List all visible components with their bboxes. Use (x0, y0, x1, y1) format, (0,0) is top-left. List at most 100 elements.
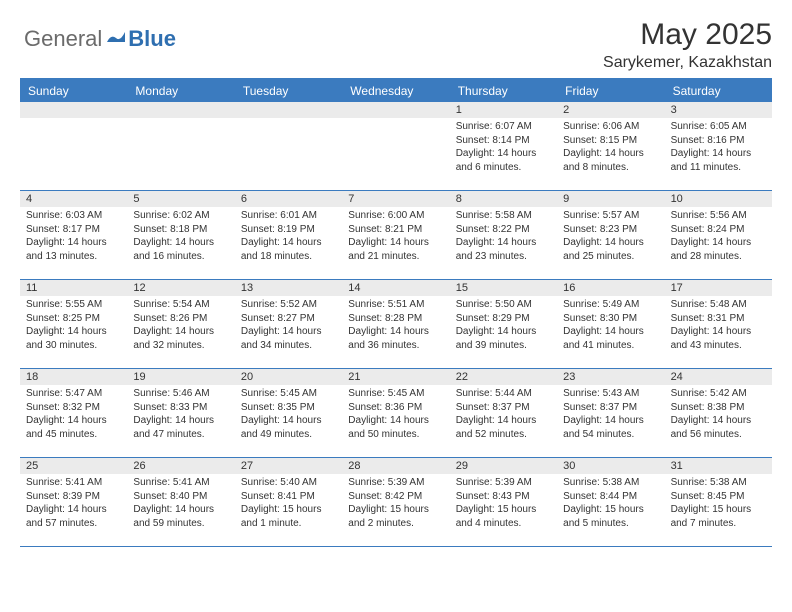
sunrise-text: Sunrise: 5:38 AM (563, 476, 658, 490)
sunrise-text: Sunrise: 5:41 AM (133, 476, 228, 490)
day-number: 7 (342, 191, 449, 207)
day-body: Sunrise: 5:41 AMSunset: 8:39 PMDaylight:… (20, 474, 127, 534)
daylight-text: Daylight: 14 hours and 49 minutes. (241, 414, 336, 441)
sunrise-text: Sunrise: 5:38 AM (671, 476, 766, 490)
sunset-text: Sunset: 8:15 PM (563, 134, 658, 148)
day-body: Sunrise: 5:51 AMSunset: 8:28 PMDaylight:… (342, 296, 449, 356)
week-row: 25Sunrise: 5:41 AMSunset: 8:39 PMDayligh… (20, 458, 772, 547)
day-number: 13 (235, 280, 342, 296)
day-cell: 12Sunrise: 5:54 AMSunset: 8:26 PMDayligh… (127, 280, 234, 368)
weekday-cell: Wednesday (342, 80, 449, 102)
day-number: 12 (127, 280, 234, 296)
day-body: Sunrise: 6:00 AMSunset: 8:21 PMDaylight:… (342, 207, 449, 267)
sunrise-text: Sunrise: 5:41 AM (26, 476, 121, 490)
day-cell: 20Sunrise: 5:45 AMSunset: 8:35 PMDayligh… (235, 369, 342, 457)
month-title: May 2025 (603, 18, 772, 52)
logo-text-b: Blue (128, 26, 176, 52)
sunset-text: Sunset: 8:16 PM (671, 134, 766, 148)
sunset-text: Sunset: 8:45 PM (671, 490, 766, 504)
day-body: Sunrise: 5:46 AMSunset: 8:33 PMDaylight:… (127, 385, 234, 445)
sunrise-text: Sunrise: 5:58 AM (456, 209, 551, 223)
sunrise-text: Sunrise: 6:00 AM (348, 209, 443, 223)
day-cell: 23Sunrise: 5:43 AMSunset: 8:37 PMDayligh… (557, 369, 664, 457)
day-number: 2 (557, 102, 664, 118)
weeks-container: 1Sunrise: 6:07 AMSunset: 8:14 PMDaylight… (20, 102, 772, 547)
sunrise-text: Sunrise: 5:45 AM (348, 387, 443, 401)
day-cell: 15Sunrise: 5:50 AMSunset: 8:29 PMDayligh… (450, 280, 557, 368)
sunrise-text: Sunrise: 5:54 AM (133, 298, 228, 312)
day-cell: 13Sunrise: 5:52 AMSunset: 8:27 PMDayligh… (235, 280, 342, 368)
day-body: Sunrise: 5:49 AMSunset: 8:30 PMDaylight:… (557, 296, 664, 356)
sunset-text: Sunset: 8:38 PM (671, 401, 766, 415)
day-body: Sunrise: 5:41 AMSunset: 8:40 PMDaylight:… (127, 474, 234, 534)
day-number: 18 (20, 369, 127, 385)
day-number: 26 (127, 458, 234, 474)
daylight-text: Daylight: 14 hours and 34 minutes. (241, 325, 336, 352)
sunset-text: Sunset: 8:44 PM (563, 490, 658, 504)
sunset-text: Sunset: 8:40 PM (133, 490, 228, 504)
day-number: 9 (557, 191, 664, 207)
day-body: Sunrise: 5:43 AMSunset: 8:37 PMDaylight:… (557, 385, 664, 445)
day-cell: 10Sunrise: 5:56 AMSunset: 8:24 PMDayligh… (665, 191, 772, 279)
day-number: 25 (20, 458, 127, 474)
sunrise-text: Sunrise: 5:45 AM (241, 387, 336, 401)
day-body: Sunrise: 5:47 AMSunset: 8:32 PMDaylight:… (20, 385, 127, 445)
sunset-text: Sunset: 8:32 PM (26, 401, 121, 415)
day-cell: 30Sunrise: 5:38 AMSunset: 8:44 PMDayligh… (557, 458, 664, 546)
week-row: 4Sunrise: 6:03 AMSunset: 8:17 PMDaylight… (20, 191, 772, 280)
day-number: 11 (20, 280, 127, 296)
weekday-cell: Saturday (665, 80, 772, 102)
day-number: 27 (235, 458, 342, 474)
day-number (127, 102, 234, 118)
day-body: Sunrise: 5:56 AMSunset: 8:24 PMDaylight:… (665, 207, 772, 267)
sunset-text: Sunset: 8:37 PM (456, 401, 551, 415)
sunrise-text: Sunrise: 5:42 AM (671, 387, 766, 401)
day-body: Sunrise: 6:03 AMSunset: 8:17 PMDaylight:… (20, 207, 127, 267)
daylight-text: Daylight: 14 hours and 50 minutes. (348, 414, 443, 441)
day-cell: 25Sunrise: 5:41 AMSunset: 8:39 PMDayligh… (20, 458, 127, 546)
day-body: Sunrise: 5:38 AMSunset: 8:45 PMDaylight:… (665, 474, 772, 534)
day-cell: 19Sunrise: 5:46 AMSunset: 8:33 PMDayligh… (127, 369, 234, 457)
day-body: Sunrise: 5:57 AMSunset: 8:23 PMDaylight:… (557, 207, 664, 267)
sunset-text: Sunset: 8:21 PM (348, 223, 443, 237)
sunrise-text: Sunrise: 6:07 AM (456, 120, 551, 134)
daylight-text: Daylight: 14 hours and 52 minutes. (456, 414, 551, 441)
day-body: Sunrise: 6:07 AMSunset: 8:14 PMDaylight:… (450, 118, 557, 178)
day-cell: 24Sunrise: 5:42 AMSunset: 8:38 PMDayligh… (665, 369, 772, 457)
day-body: Sunrise: 5:54 AMSunset: 8:26 PMDaylight:… (127, 296, 234, 356)
sunset-text: Sunset: 8:22 PM (456, 223, 551, 237)
sunset-text: Sunset: 8:31 PM (671, 312, 766, 326)
sunrise-text: Sunrise: 6:02 AM (133, 209, 228, 223)
sunset-text: Sunset: 8:23 PM (563, 223, 658, 237)
sunset-text: Sunset: 8:43 PM (456, 490, 551, 504)
day-cell (342, 102, 449, 190)
daylight-text: Daylight: 14 hours and 45 minutes. (26, 414, 121, 441)
day-body: Sunrise: 5:40 AMSunset: 8:41 PMDaylight:… (235, 474, 342, 534)
sunrise-text: Sunrise: 5:51 AM (348, 298, 443, 312)
day-number: 24 (665, 369, 772, 385)
sunrise-text: Sunrise: 5:46 AM (133, 387, 228, 401)
sunset-text: Sunset: 8:27 PM (241, 312, 336, 326)
weekday-row: SundayMondayTuesdayWednesdayThursdayFrid… (20, 80, 772, 102)
week-row: 11Sunrise: 5:55 AMSunset: 8:25 PMDayligh… (20, 280, 772, 369)
day-cell: 16Sunrise: 5:49 AMSunset: 8:30 PMDayligh… (557, 280, 664, 368)
day-number: 10 (665, 191, 772, 207)
calendar: SundayMondayTuesdayWednesdayThursdayFrid… (20, 78, 772, 547)
day-body: Sunrise: 5:39 AMSunset: 8:43 PMDaylight:… (450, 474, 557, 534)
sunrise-text: Sunrise: 5:55 AM (26, 298, 121, 312)
sunrise-text: Sunrise: 5:44 AM (456, 387, 551, 401)
day-cell: 3Sunrise: 6:05 AMSunset: 8:16 PMDaylight… (665, 102, 772, 190)
sunset-text: Sunset: 8:37 PM (563, 401, 658, 415)
daylight-text: Daylight: 15 hours and 7 minutes. (671, 503, 766, 530)
day-cell: 4Sunrise: 6:03 AMSunset: 8:17 PMDaylight… (20, 191, 127, 279)
day-body: Sunrise: 5:48 AMSunset: 8:31 PMDaylight:… (665, 296, 772, 356)
day-number (342, 102, 449, 118)
sunrise-text: Sunrise: 6:03 AM (26, 209, 121, 223)
sunrise-text: Sunrise: 5:49 AM (563, 298, 658, 312)
daylight-text: Daylight: 14 hours and 57 minutes. (26, 503, 121, 530)
daylight-text: Daylight: 14 hours and 23 minutes. (456, 236, 551, 263)
sunrise-text: Sunrise: 5:50 AM (456, 298, 551, 312)
day-number: 21 (342, 369, 449, 385)
day-number (235, 102, 342, 118)
day-body (20, 118, 127, 124)
